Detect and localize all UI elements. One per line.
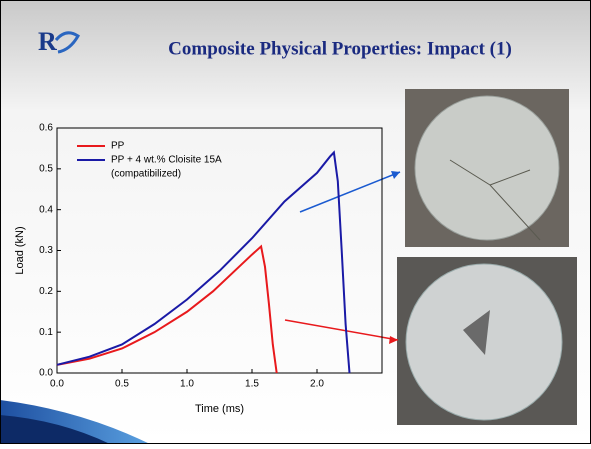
slide-title: Composite Physical Properties: Impact (1… (168, 38, 512, 59)
chart: 0.0 0.1 0.2 0.3 0.4 0.5 0.6 0.0 0.5 1.0 1.5 2.0 Time… (14, 123, 383, 415)
logo-swirl (54, 31, 80, 54)
x-tick-label: 2.0 (310, 379, 324, 390)
y-tick-label: 0.3 (39, 245, 53, 256)
hole (463, 310, 490, 355)
arrow-head (391, 171, 400, 179)
photo-bottom (397, 257, 577, 425)
arrow (284, 319, 399, 341)
legend-label: PP (111, 141, 125, 152)
arrow (299, 171, 401, 213)
x-axis-label: Time (ms) (195, 403, 244, 415)
y-tick-label: 0.1 (39, 327, 53, 338)
x-tick-label: 1.5 (245, 379, 259, 390)
legend-note: (compatibilized) (111, 169, 181, 180)
arrow-head (389, 336, 398, 344)
swoosh-dark (0, 415, 110, 444)
crack (449, 159, 541, 241)
y-axis-label: Load (kN) (14, 226, 26, 274)
x-tick-label: 1.0 (180, 379, 194, 390)
disc (414, 95, 560, 241)
y-tick-label: 0.5 (39, 163, 53, 174)
x-tick-label: 0.5 (115, 379, 129, 390)
series-line (56, 244, 278, 374)
logo-mark: R (38, 27, 57, 56)
y-tick-label: 0.4 (39, 204, 53, 215)
y-tick-label: 0.2 (39, 286, 53, 297)
x-tick-label: 0.0 (50, 379, 64, 390)
y-tick-label: 0.6 (39, 123, 53, 134)
legend-label: PP + 4 wt.% Cloisite 15A (111, 155, 222, 166)
photo-top (405, 89, 569, 247)
series-line (56, 150, 351, 374)
logo: R (38, 27, 80, 56)
y-tick-label: 0.0 (39, 368, 53, 379)
